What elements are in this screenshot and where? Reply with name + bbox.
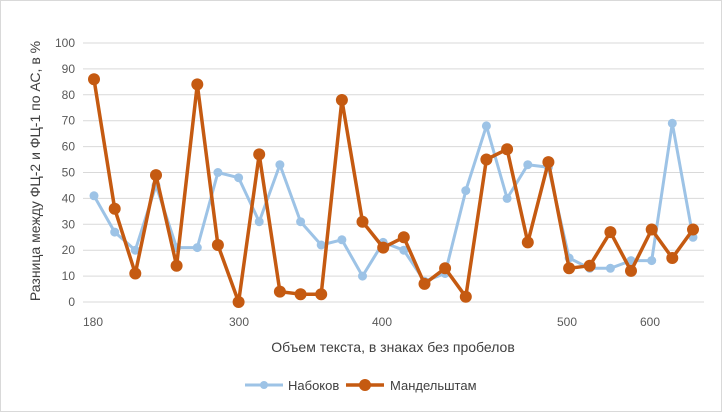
x-axis-ticks: 180 300 400 500 600 xyxy=(83,315,660,329)
data-point xyxy=(273,285,286,298)
legend-marker-mandelstam xyxy=(359,379,371,391)
legend-label-nabokov: Набоков xyxy=(288,378,339,393)
data-point xyxy=(89,191,99,201)
legend-label-mandelstam: Мандельштам xyxy=(390,378,477,393)
data-point xyxy=(399,245,409,255)
y-tick-label: 10 xyxy=(62,269,76,283)
data-point xyxy=(418,277,431,290)
data-point xyxy=(234,173,244,183)
data-point xyxy=(315,288,328,301)
x-axis-title: Объем текста, в знаках без пробелов xyxy=(271,339,515,355)
data-point xyxy=(254,217,264,227)
x-tick-label: 180 xyxy=(83,315,103,329)
data-point xyxy=(110,227,120,237)
data-point xyxy=(604,226,617,239)
data-point xyxy=(523,160,533,170)
data-point xyxy=(583,259,596,272)
series-line xyxy=(92,77,695,304)
data-point xyxy=(625,264,637,277)
data-point xyxy=(130,245,140,255)
data-point xyxy=(192,243,202,253)
data-point xyxy=(337,235,347,245)
y-tick-label: 90 xyxy=(62,62,76,76)
y-tick-label: 70 xyxy=(62,114,76,128)
y-tick-label: 80 xyxy=(62,88,76,102)
data-point xyxy=(666,252,679,264)
x-tick-label: 400 xyxy=(372,315,392,329)
data-point xyxy=(358,271,367,281)
data-point xyxy=(563,262,576,275)
y-tick-label: 20 xyxy=(62,243,76,257)
data-point xyxy=(521,236,534,249)
series-nabokov xyxy=(89,118,698,286)
data-point xyxy=(605,263,615,273)
y-tick-label: 60 xyxy=(62,140,76,154)
x-tick-label: 300 xyxy=(229,315,249,329)
data-point xyxy=(542,156,555,169)
data-point xyxy=(232,296,245,308)
data-point xyxy=(687,223,699,236)
data-point xyxy=(275,160,285,170)
y-tick-label: 100 xyxy=(55,36,75,50)
x-tick-label: 600 xyxy=(640,315,660,329)
legend-marker-nabokov xyxy=(260,381,268,389)
x-tick-label: 500 xyxy=(557,315,577,329)
data-point xyxy=(397,231,410,244)
data-point xyxy=(213,168,223,177)
data-point xyxy=(129,267,142,280)
data-point xyxy=(211,239,224,251)
data-point xyxy=(191,78,204,91)
data-point xyxy=(481,121,491,131)
data-point xyxy=(645,223,658,236)
data-point xyxy=(294,288,307,301)
y-axis-title: Разница между ФЦ-2 и ФЦ-1 по АС, в % xyxy=(27,41,43,301)
data-point xyxy=(316,240,326,250)
series-lines xyxy=(88,73,699,308)
data-point xyxy=(253,148,266,161)
y-tick-label: 30 xyxy=(62,217,76,231)
data-point xyxy=(170,259,183,272)
data-point xyxy=(335,94,348,106)
data-point xyxy=(501,143,514,156)
data-point xyxy=(88,73,100,86)
data-point xyxy=(296,217,306,227)
legend: Набоков Мандельштам xyxy=(245,378,477,393)
data-point xyxy=(667,118,677,128)
data-point xyxy=(356,215,369,228)
y-tick-label: 50 xyxy=(62,166,76,180)
data-point xyxy=(108,202,121,215)
data-point xyxy=(150,169,162,182)
y-tick-label: 0 xyxy=(68,295,75,309)
data-point xyxy=(647,256,657,266)
data-point xyxy=(377,241,390,254)
data-point xyxy=(461,186,471,196)
y-axis-ticks: 0 10 20 30 40 50 60 70 80 90 100 xyxy=(55,36,75,309)
data-point xyxy=(480,153,493,166)
data-point xyxy=(439,262,452,275)
y-tick-label: 40 xyxy=(62,191,76,205)
data-point xyxy=(502,193,512,203)
data-point xyxy=(459,290,472,303)
series-mandelstam xyxy=(88,73,699,308)
